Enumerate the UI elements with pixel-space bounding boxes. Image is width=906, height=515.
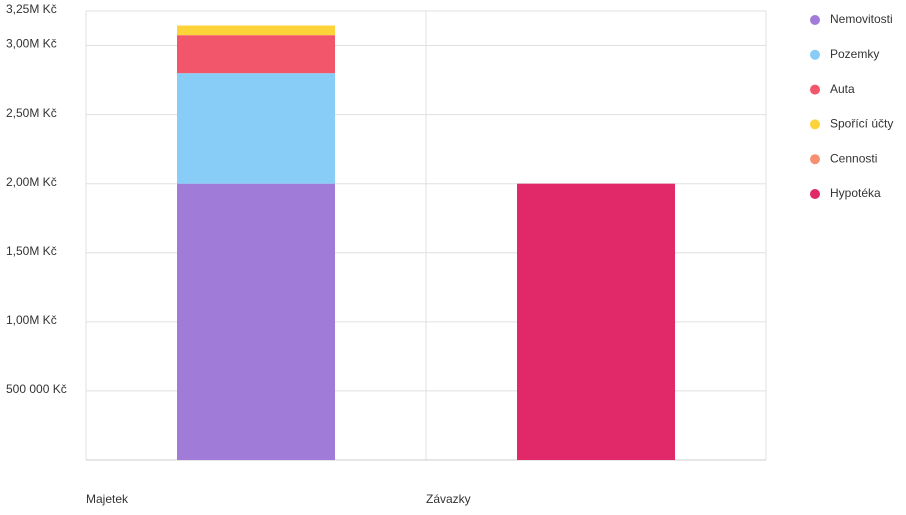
x-tick-label: Závazky [426, 492, 471, 506]
legend-marker [810, 119, 820, 130]
legend-label: Pozemky [830, 47, 879, 61]
legend-marker [810, 15, 820, 25]
legend-marker [810, 154, 820, 165]
y-tick-label: 3,25M Kč [6, 2, 57, 16]
bar-segment [177, 73, 335, 184]
legend-marker [810, 84, 820, 95]
y-tick-label: 2,50M Kč [6, 106, 57, 120]
bar-segment [517, 183, 675, 460]
y-tick-label: 2,00M Kč [6, 175, 57, 189]
y-tick-label: 1,50M Kč [6, 244, 57, 258]
bar-segment [177, 183, 335, 460]
legend-marker [810, 189, 820, 199]
bar-segment [177, 35, 335, 74]
legend-label: Spořící účty [830, 117, 893, 131]
y-tick-label: 1,00M Kč [6, 313, 57, 327]
y-tick-label: 3,00M Kč [6, 37, 57, 51]
x-tick-label: Majetek [86, 492, 129, 506]
legend-label: Auta [830, 82, 855, 96]
bar-segment [177, 25, 335, 36]
legend-label: Cennosti [830, 151, 877, 165]
legend-label: Hypotéka [830, 186, 881, 200]
legend-marker [810, 49, 820, 60]
y-tick-label: 500 000 Kč [6, 382, 67, 396]
legend-label: Nemovitosti [830, 12, 893, 26]
